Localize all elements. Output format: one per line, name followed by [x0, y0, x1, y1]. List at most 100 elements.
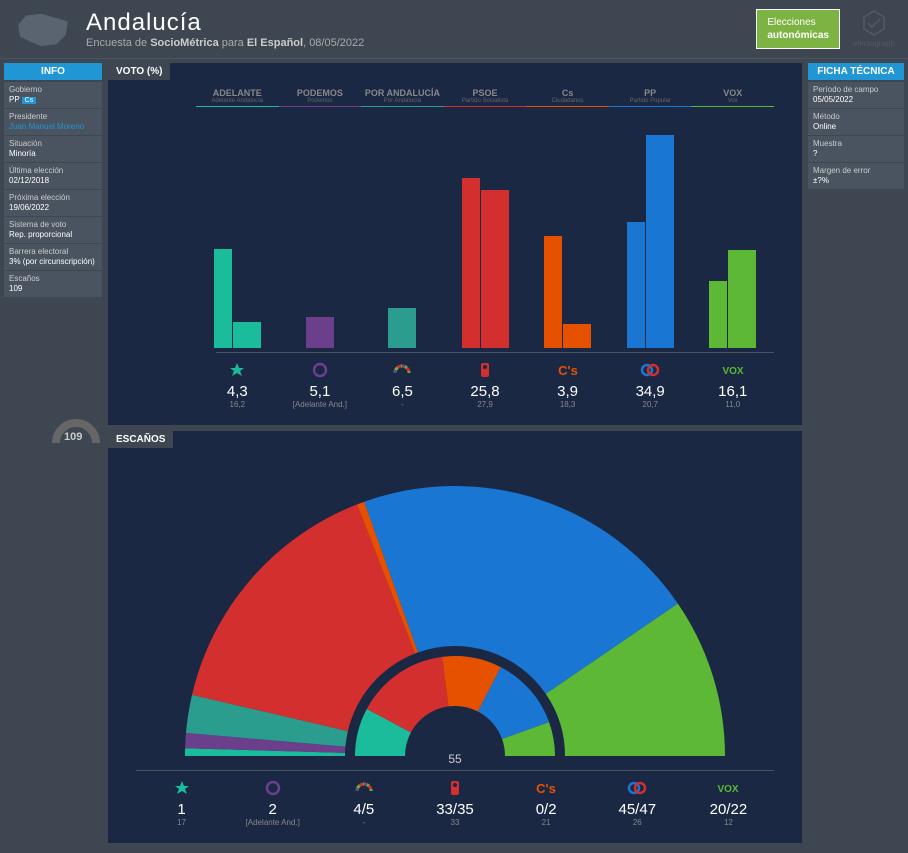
info-label: Próxima elección: [9, 193, 97, 202]
escanos-section: ESCAÑOS 109 55 1 17 2 [Adelante And.] 4/…: [108, 431, 802, 843]
seat-previous: 33: [409, 818, 500, 827]
result-previous: -: [361, 400, 444, 409]
ficha-label: Método: [813, 112, 899, 121]
page-header: Andalucía Encuesta de SocioMétrica para …: [0, 0, 908, 59]
seats-results-row: 1 17 2 [Adelante And.] 4/5 - 33/35 33C's…: [116, 775, 794, 835]
result-value: 3,9: [526, 383, 609, 400]
seat-previous: 21: [501, 818, 592, 827]
seat-previous: 17: [136, 818, 227, 827]
result-column: 34,9 20,7: [609, 361, 692, 409]
result-previous: 20,7: [609, 400, 692, 409]
party-column: PP Partido Popular: [609, 88, 692, 348]
party-header: POR ANDALUCÍA Por Andalucía: [361, 88, 444, 107]
ficha-value: ±?%: [813, 176, 829, 185]
result-column: 5,1 [Adelante And.]: [279, 361, 362, 409]
party-logo-icon: [444, 361, 527, 379]
party-name: VOX: [691, 88, 774, 98]
result-previous: [Adelante And.]: [279, 400, 362, 409]
svg-text:C's: C's: [536, 781, 556, 796]
divider: [136, 770, 774, 771]
bar-group: [306, 317, 334, 348]
bar-group: [388, 308, 416, 348]
party-logo-icon: [279, 361, 362, 379]
party-subtitle: Partido Popular: [609, 98, 692, 104]
bar-previous: [214, 249, 232, 348]
svg-text:VOX: VOX: [718, 784, 739, 795]
party-column: VOX Vox: [691, 88, 774, 348]
info-label: Presidente: [9, 112, 97, 121]
ficha-label: Margen de error: [813, 166, 899, 175]
party-logo-icon: VOX: [683, 779, 774, 797]
party-logo-icon: [136, 779, 227, 797]
bar-group: [214, 249, 261, 348]
party-header: PODEMOS Podemos: [279, 88, 362, 107]
ficha-row: Margen de error±?%: [808, 163, 904, 189]
seat-result-column: VOX 20/22 12: [683, 779, 774, 827]
result-value: 5,1: [279, 383, 362, 400]
ficha-value: Online: [813, 122, 836, 131]
info-value: PPCs: [9, 95, 36, 104]
bar-previous: [462, 178, 480, 349]
seat-previous: 12: [683, 818, 774, 827]
bar-current: [233, 322, 261, 348]
seat-previous: 26: [592, 818, 683, 827]
party-subtitle: Vox: [691, 98, 774, 104]
party-subtitle: Partido Socialista: [444, 98, 527, 104]
bar-group: [709, 250, 756, 348]
info-value: Juan Manuel Moreno: [9, 122, 84, 131]
party-header: PP Partido Popular: [609, 88, 692, 107]
info-label: Última elección: [9, 166, 97, 175]
seat-range: 45/47: [592, 801, 683, 818]
voto-section: VOTO (%) ADELANTE Adelante Andalucía POD…: [108, 63, 802, 425]
info-row: Sistema de votoRep. proporcional: [4, 217, 102, 243]
info-row: Próxima elección19/06/2022: [4, 190, 102, 216]
party-name: ADELANTE: [196, 88, 279, 98]
party-logo-icon: [592, 779, 683, 797]
region-map-icon: [14, 8, 72, 50]
bar-group: [627, 135, 674, 348]
info-label: Situación: [9, 139, 97, 148]
bar-current: [306, 317, 334, 348]
seat-result-column: 1 17: [136, 779, 227, 827]
seat-previous: -: [318, 818, 409, 827]
party-logo-icon: VOX: [691, 361, 774, 379]
party-subtitle: Adelante Andalucía: [196, 98, 279, 104]
seat-range: 20/22: [683, 801, 774, 818]
party-name: POR ANDALUCÍA: [361, 88, 444, 98]
seat-result-column: 2 [Adelante And.]: [227, 779, 318, 827]
ficha-sidebar: FICHA TÉCNICA Período de campo05/05/2022…: [808, 63, 904, 849]
party-logo-icon: C's: [501, 779, 592, 797]
seat-range: 2: [227, 801, 318, 818]
info-header: INFO: [4, 63, 102, 80]
party-column: PSOE Partido Socialista: [444, 88, 527, 348]
ficha-row: MétodoOnline: [808, 109, 904, 135]
party-logo-icon: [196, 361, 279, 379]
ficha-label: Período de campo: [813, 85, 899, 94]
seat-result-column: 45/47 26: [592, 779, 683, 827]
party-name: PSOE: [444, 88, 527, 98]
info-value: Minoría: [9, 149, 36, 158]
party-name: Cs: [526, 88, 609, 98]
bar-current: [481, 190, 509, 348]
party-subtitle: Por Andalucía: [361, 98, 444, 104]
info-value: 19/06/2022: [9, 203, 49, 212]
party-name: PP: [609, 88, 692, 98]
party-name: PODEMOS: [279, 88, 362, 98]
bar-current: [388, 308, 416, 348]
seat-range: 33/35: [409, 801, 500, 818]
ficha-row: Muestra?: [808, 136, 904, 162]
info-row: Última elección02/12/2018: [4, 163, 102, 189]
page-title: Andalucía: [86, 9, 364, 37]
seat-range: 0/2: [501, 801, 592, 818]
seat-range: 1: [136, 801, 227, 818]
bar-current: [646, 135, 674, 348]
bar-previous: [709, 281, 727, 348]
info-sidebar: INFO GobiernoPPCsPresidenteJuan Manuel M…: [4, 63, 102, 849]
result-previous: 16,2: [196, 400, 279, 409]
party-header: VOX Vox: [691, 88, 774, 107]
total-seats: 109: [64, 431, 82, 443]
party-header: PSOE Partido Socialista: [444, 88, 527, 107]
result-column: C's 3,9 18,3: [526, 361, 609, 409]
info-value: 3% (por circunscripción): [9, 257, 95, 266]
brand-logo: electograph: [854, 9, 894, 49]
